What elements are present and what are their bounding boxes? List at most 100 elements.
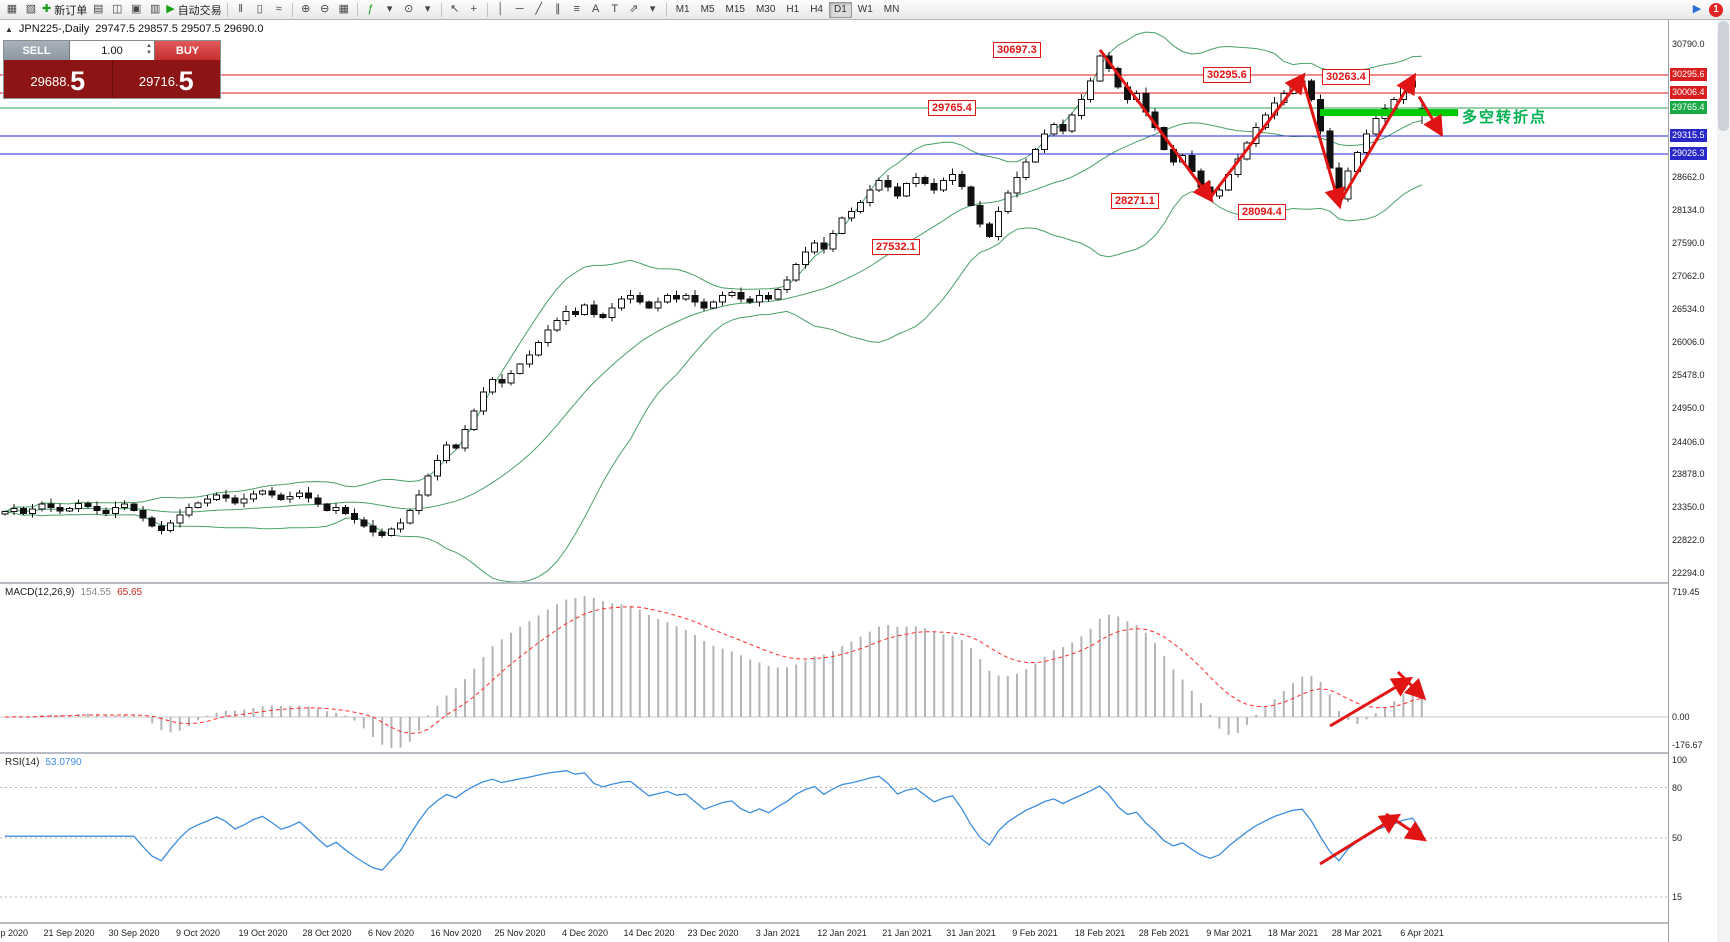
- price-chart-panel[interactable]: 30697.3 30295.6 30263.4 29765.4 28271.1 28094…: [0, 20, 1668, 582]
- axis-price-label: 22822.0: [1672, 535, 1705, 545]
- axis-price-label: 23350.0: [1672, 502, 1705, 512]
- macd-chart: [0, 596, 1668, 748]
- auto-trading-button[interactable]: ▶ 自动交易: [166, 3, 222, 17]
- timeframe-m5-button[interactable]: M5: [700, 4, 715, 15]
- date-axis-label: 16 Nov 2020: [430, 928, 482, 938]
- axis-price-label: 30790.0: [1672, 39, 1705, 49]
- date-axis-label: 28 Oct 2020: [302, 928, 352, 938]
- macd-main-value: 154.55: [80, 587, 112, 598]
- date-axis-label: 21 Jan 2021: [882, 928, 932, 938]
- date-axis-label: 3 Jan 2021: [755, 928, 801, 938]
- date-axis-label: 28 Mar 2021: [1331, 928, 1383, 938]
- date-axis-label: 4 Dec 2020: [561, 928, 609, 938]
- text-icon[interactable]: A: [592, 3, 600, 15]
- toolbar-separator: [226, 2, 228, 17]
- date-axis-label: 28 Feb 2021: [1138, 928, 1190, 938]
- chart-symbol-period: JPN225-,Daily: [18, 23, 90, 35]
- volume-value: 1.00: [101, 44, 123, 57]
- date-axis-label: 6 Apr 2021: [1400, 928, 1444, 938]
- trendline-icon[interactable]: ╱: [535, 3, 542, 15]
- toolbar-separator: [665, 2, 667, 17]
- date-axis-label: 23 Dec 2020: [687, 928, 739, 938]
- date-axis-label: 14 Dec 2020: [623, 928, 675, 938]
- main-toolbar: ▦ ▧ ✚ 新订单 ▤ ◫ ▣ ▥ ▶ 自动交易 ‖ ▯ ≈ ⊕ ⊖ ▦ ƒ ▾ ⊙ ▾ ↖ + │ ─ ╱ ∥ ≡ A T ⇗ ▾ M1 M5…: [0, 0, 1730, 20]
- axis-price-label: 15: [1672, 892, 1683, 902]
- toolbar-separator: [291, 2, 293, 17]
- rsi-value: 53.0790: [45, 757, 82, 768]
- crosshair-icon[interactable]: +: [470, 3, 477, 15]
- shapes-dropdown-icon[interactable]: ▾: [649, 3, 656, 15]
- market-watch-icon[interactable]: ▤: [93, 3, 104, 15]
- tile-windows-icon[interactable]: ▦: [338, 3, 349, 15]
- axis-price-label: 50: [1672, 833, 1683, 843]
- chart-region: 30697.3 30295.6 30263.4 29765.4 28271.1 28094…: [0, 20, 1730, 942]
- date-axis[interactable]: 1 Sep 2020 21 Sep 2020 30 Sep 2020 9 Oct 20…: [0, 924, 1668, 942]
- chart-profiles-icon[interactable]: ▧: [25, 3, 37, 15]
- vertical-line-icon[interactable]: │: [497, 3, 505, 15]
- templates-icon[interactable]: ▾: [424, 3, 431, 15]
- rsi-chart: [0, 770, 1668, 898]
- zoom-in-icon[interactable]: ⊕: [301, 3, 311, 15]
- candlestick-chart: [0, 31, 1668, 582]
- axis-price-label: 80: [1672, 783, 1683, 793]
- buy-button[interactable]: BUY: [154, 41, 220, 60]
- sell-price[interactable]: 29688. 5: [4, 60, 113, 98]
- bar-chart-icon[interactable]: ‖: [238, 3, 243, 15]
- notification-badge[interactable]: 1: [1709, 2, 1723, 17]
- pointer-icon[interactable]: ▶: [1692, 3, 1702, 15]
- volume-spinner[interactable]: ▲ ▼: [146, 43, 152, 57]
- timeframe-h1-button[interactable]: H1: [786, 4, 800, 15]
- spinner-up-icon[interactable]: ▲: [146, 43, 152, 49]
- cursor-icon[interactable]: ↖: [450, 3, 460, 15]
- macd-panel[interactable]: MACD(12,26,9) 154.55 65.65: [0, 584, 1668, 752]
- rsi-name: RSI(14): [5, 757, 40, 768]
- indicators-icon[interactable]: ƒ: [367, 3, 374, 15]
- panel-separator[interactable]: [0, 752, 1716, 754]
- axis-price-label: 26534.0: [1672, 304, 1705, 314]
- timeframe-h4-button[interactable]: H4: [810, 4, 823, 15]
- timeframe-m15-button[interactable]: M15: [725, 4, 745, 15]
- timeframe-w1-button[interactable]: W1: [857, 4, 873, 15]
- zoom-out-icon[interactable]: ⊖: [320, 3, 330, 15]
- horizontal-line-icon[interactable]: ─: [515, 3, 524, 15]
- axis-price-label: 27062.0: [1672, 271, 1705, 281]
- one-click-collapse-icon[interactable]: ▲: [5, 24, 13, 34]
- macd-name: MACD(12,26,9): [5, 587, 75, 598]
- indicators-list-icon[interactable]: ▾: [386, 3, 393, 15]
- period-icon[interactable]: ⊙: [404, 3, 414, 15]
- date-axis-label: 9 Oct 2020: [175, 928, 221, 938]
- new-order-button[interactable]: ✚ 新订单: [42, 3, 88, 17]
- vertical-scrollbar[interactable]: [1717, 20, 1730, 942]
- panel-separator[interactable]: [0, 582, 1716, 584]
- timeframe-m30-button[interactable]: M30: [755, 4, 776, 15]
- axis-price-label: 28134.0: [1672, 205, 1705, 215]
- terminal-icon[interactable]: ▥: [150, 3, 161, 15]
- timeframe-m1-button[interactable]: M1: [675, 4, 690, 15]
- date-axis-label: 18 Mar 2021: [1267, 928, 1319, 938]
- timeframe-d1-button[interactable]: D1: [829, 1, 852, 18]
- candlestick-chart-icon[interactable]: ▯: [256, 3, 263, 15]
- rsi-panel[interactable]: RSI(14) 53.0790: [0, 754, 1668, 922]
- scrollbar-thumb[interactable]: [1718, 21, 1729, 131]
- volume-input[interactable]: 1.00 ▲ ▼: [70, 41, 154, 60]
- navigator-icon[interactable]: ▣: [131, 3, 142, 15]
- date-axis-label: 30 Sep 2020: [108, 928, 160, 938]
- data-window-icon[interactable]: ◫: [112, 3, 123, 15]
- fibonacci-icon[interactable]: ≡: [573, 3, 580, 15]
- arrow-tools-icon[interactable]: ⇗: [629, 3, 639, 15]
- price-axis[interactable]: 30790.0 28662.0 28134.0 27590.0 27062.0 26534…: [1668, 20, 1716, 942]
- buy-price[interactable]: 29716. 5: [138, 66, 194, 96]
- date-axis-label: 18 Feb 2021: [1074, 928, 1126, 938]
- axis-price-marker: 29765.4: [1670, 101, 1707, 114]
- channel-icon[interactable]: ∥: [554, 3, 561, 15]
- spinner-down-icon[interactable]: ▼: [146, 50, 152, 56]
- text-label-icon[interactable]: T: [611, 3, 619, 15]
- axis-price-marker: 29026.3: [1670, 147, 1707, 160]
- axis-price-marker: 30295.6: [1670, 68, 1707, 81]
- line-chart-icon[interactable]: ≈: [275, 3, 282, 15]
- sell-button[interactable]: SELL: [4, 41, 70, 60]
- axis-price-label: -176.67: [1672, 740, 1703, 750]
- axis-price-label: 22294.0: [1672, 568, 1705, 578]
- timeframe-mn-button[interactable]: MN: [883, 4, 900, 15]
- new-chart-icon[interactable]: ▦: [6, 3, 18, 15]
